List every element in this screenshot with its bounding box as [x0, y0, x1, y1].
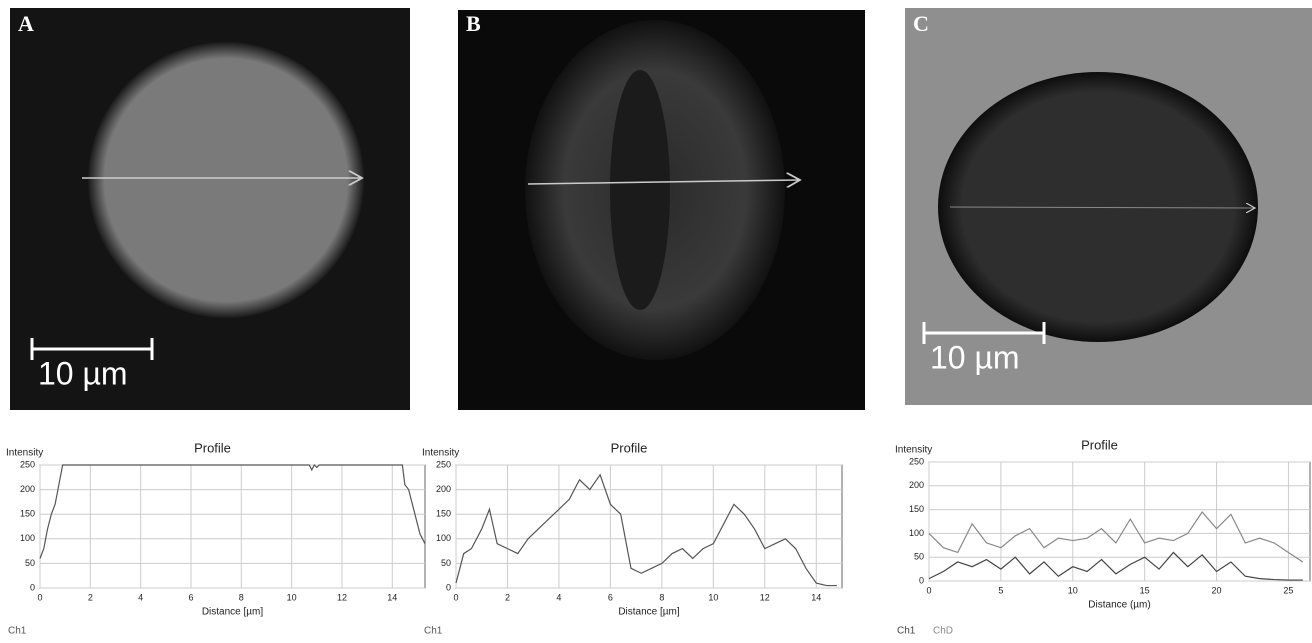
profile-line	[928, 510, 1304, 563]
y-tick-label: 200	[909, 480, 924, 490]
y-tick-label: 50	[25, 558, 35, 568]
y-tick-label: 200	[20, 484, 35, 494]
legend-label: ChD	[933, 626, 953, 637]
y-tick-label: 200	[436, 484, 451, 494]
y-axis-label: Intensity	[6, 448, 43, 459]
y-tick-label: 150	[20, 509, 35, 519]
chart-title: Profile	[611, 440, 648, 455]
profile-line	[455, 473, 837, 587]
y-tick-label: 250	[909, 456, 924, 466]
legend-label: Ch1	[8, 626, 27, 637]
x-tick-label: 0	[453, 592, 458, 602]
y-tick-label: 250	[20, 459, 35, 469]
x-tick-label: 12	[760, 592, 770, 602]
y-tick-label: 100	[20, 533, 35, 543]
x-tick-label: 20	[1212, 585, 1222, 595]
micrograph-a	[10, 8, 410, 410]
y-tick-label: 100	[909, 528, 924, 538]
y-tick-label: 250	[436, 459, 451, 469]
x-tick-label: 6	[608, 592, 613, 602]
x-tick-label: 8	[659, 592, 664, 602]
legend-label: Ch1	[424, 626, 443, 637]
y-tick-label: 0	[30, 582, 35, 592]
x-axis-label: Distance [µm]	[618, 607, 680, 618]
y-tick-label: 0	[446, 582, 451, 592]
y-tick-label: 50	[441, 558, 451, 568]
y-tick-label: 50	[914, 552, 924, 562]
x-tick-label: 0	[926, 585, 931, 595]
x-tick-label: 12	[337, 592, 347, 602]
x-tick-label: 4	[556, 592, 561, 602]
panel-label: C	[913, 11, 929, 36]
y-axis-label: Intensity	[422, 448, 459, 459]
x-tick-label: 15	[1140, 585, 1150, 595]
profile-line	[39, 464, 426, 559]
legend-label: Ch1	[897, 626, 916, 637]
x-axis-label: Distance [µm]	[202, 607, 264, 618]
x-tick-label: 14	[811, 592, 821, 602]
micrograph-c	[905, 8, 1312, 405]
x-tick-label: 25	[1283, 585, 1293, 595]
x-tick-label: 0	[37, 592, 42, 602]
chart-title: Profile	[1081, 437, 1118, 452]
y-axis-label: Intensity	[895, 445, 932, 456]
x-tick-label: 10	[708, 592, 718, 602]
panel-label: B	[466, 11, 481, 36]
x-tick-label: 2	[505, 592, 510, 602]
y-tick-label: 150	[909, 504, 924, 514]
chart-title: Profile	[194, 440, 231, 455]
scale-bar-label: 10 µm	[38, 355, 128, 391]
plot-area	[39, 464, 426, 589]
x-tick-label: 6	[188, 592, 193, 602]
y-tick-label: 150	[436, 509, 451, 519]
x-axis-label: Distance (µm)	[1088, 600, 1150, 611]
y-tick-label: 0	[919, 575, 924, 585]
x-tick-label: 4	[138, 592, 143, 602]
x-tick-label: 10	[1068, 585, 1078, 595]
x-tick-label: 5	[998, 585, 1003, 595]
profile-line	[928, 551, 1303, 581]
scale-bar-label: 10 µm	[930, 339, 1020, 375]
micrograph-b	[458, 10, 865, 410]
plot-area	[455, 464, 843, 589]
x-tick-label: 14	[387, 592, 397, 602]
plot-area	[928, 461, 1311, 582]
y-tick-label: 100	[436, 533, 451, 543]
x-tick-label: 2	[88, 592, 93, 602]
x-tick-label: 8	[239, 592, 244, 602]
panel-label: A	[18, 11, 34, 36]
x-tick-label: 10	[287, 592, 297, 602]
